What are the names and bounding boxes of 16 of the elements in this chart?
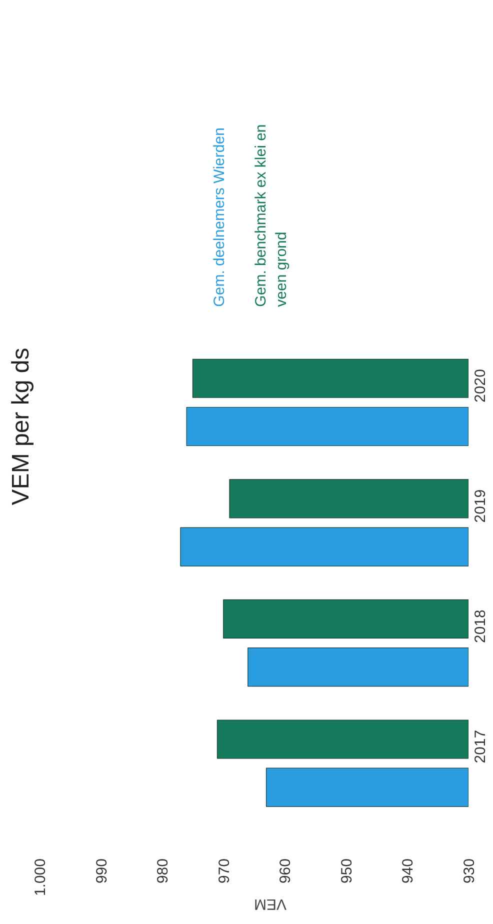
x-tick-label: 1.000 (32, 858, 49, 896)
x-tick-label: 950 (338, 858, 356, 884)
y-tick-label: 2020 (472, 369, 489, 402)
x-tick-label: 960 (277, 858, 294, 884)
x-tick-label: 930 (461, 858, 478, 884)
y-tick-label: 2018 (472, 610, 489, 644)
x-tick-label: 970 (216, 858, 233, 884)
y-tick-label: 2017 (472, 730, 489, 764)
x-tick-label: 990 (93, 858, 110, 884)
y-tick-label: 2019 (472, 489, 489, 523)
text: Gem. benchmark ex klei en veen grond (252, 124, 290, 307)
text: VEM per kg ds (8, 348, 34, 506)
x-axis-title: VEM (254, 896, 287, 913)
x-tick-label: 940 (400, 858, 417, 884)
x-tick-label: 980 (154, 858, 172, 884)
text: Gem. deelnemers Wierden (211, 128, 228, 307)
